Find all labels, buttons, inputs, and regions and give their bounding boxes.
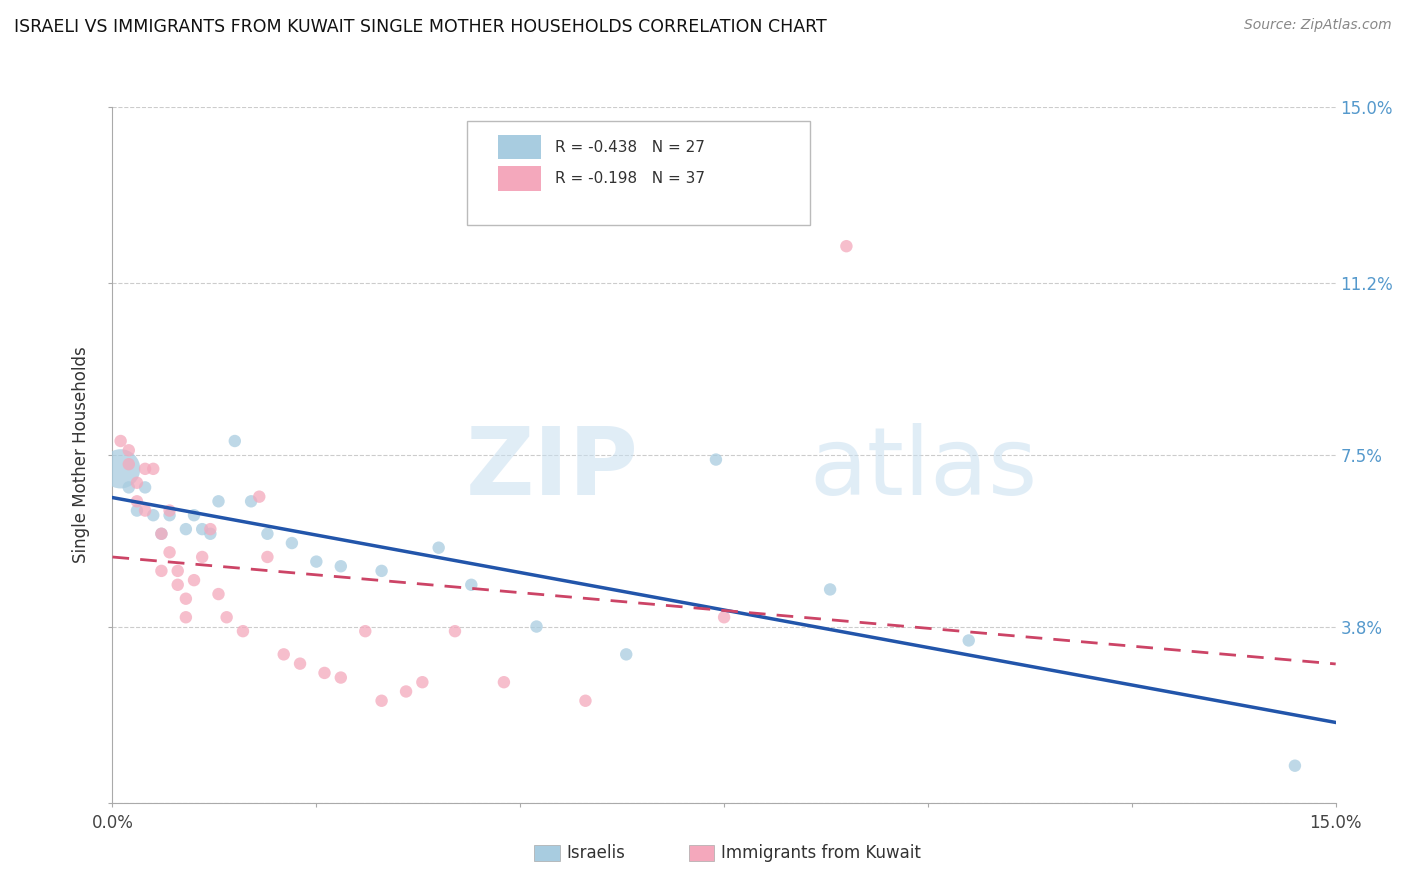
Point — [159, 508, 181, 523]
Text: Israelis: Israelis — [567, 844, 626, 862]
Point — [395, 684, 418, 698]
Point — [1284, 758, 1306, 772]
Point — [174, 591, 197, 606]
Point — [125, 475, 148, 490]
Point — [150, 564, 173, 578]
Point — [191, 549, 214, 564]
Text: R = -0.438   N = 27: R = -0.438 N = 27 — [555, 139, 706, 154]
Bar — [498, 135, 540, 159]
Y-axis label: Single Mother Households: Single Mother Households — [72, 347, 90, 563]
Point — [150, 526, 173, 541]
Point — [329, 671, 352, 685]
Point — [183, 573, 205, 587]
Point — [305, 555, 328, 569]
Point — [370, 564, 392, 578]
FancyBboxPatch shape — [467, 121, 810, 226]
Point — [191, 522, 214, 536]
Point — [713, 610, 735, 624]
Point — [150, 526, 173, 541]
Point — [110, 462, 132, 476]
Point — [142, 462, 165, 476]
Point — [118, 457, 141, 471]
Text: Immigrants from Kuwait: Immigrants from Kuwait — [721, 844, 921, 862]
Point — [118, 480, 141, 494]
Point — [240, 494, 263, 508]
Point — [288, 657, 311, 671]
Point — [118, 443, 141, 458]
Point — [134, 480, 156, 494]
Point — [174, 610, 197, 624]
Point — [957, 633, 980, 648]
Point — [224, 434, 246, 448]
Point — [159, 503, 181, 517]
Point — [411, 675, 433, 690]
Point — [492, 675, 515, 690]
Point — [704, 452, 727, 467]
Point — [200, 522, 222, 536]
Point — [200, 526, 222, 541]
Point — [574, 694, 596, 708]
Point — [125, 494, 148, 508]
Text: ZIP: ZIP — [465, 423, 638, 515]
Point — [427, 541, 450, 555]
Point — [273, 648, 295, 662]
Point — [125, 503, 148, 517]
Point — [159, 545, 181, 559]
Point — [329, 559, 352, 574]
Point — [354, 624, 377, 639]
Point — [460, 578, 482, 592]
Point — [256, 526, 278, 541]
Point — [247, 490, 270, 504]
Point — [314, 665, 336, 680]
Point — [835, 239, 858, 253]
Point — [232, 624, 254, 639]
Point — [281, 536, 304, 550]
Text: atlas: atlas — [810, 423, 1038, 515]
Point — [166, 578, 188, 592]
Point — [614, 648, 637, 662]
Point — [207, 587, 229, 601]
Point — [166, 564, 188, 578]
Point — [183, 508, 205, 523]
Text: R = -0.198   N = 37: R = -0.198 N = 37 — [555, 171, 706, 186]
Text: Source: ZipAtlas.com: Source: ZipAtlas.com — [1244, 18, 1392, 32]
Point — [110, 434, 132, 448]
Point — [134, 503, 156, 517]
Point — [256, 549, 278, 564]
Point — [207, 494, 229, 508]
Point — [818, 582, 841, 597]
Text: ISRAELI VS IMMIGRANTS FROM KUWAIT SINGLE MOTHER HOUSEHOLDS CORRELATION CHART: ISRAELI VS IMMIGRANTS FROM KUWAIT SINGLE… — [14, 18, 827, 36]
Point — [174, 522, 197, 536]
Point — [444, 624, 467, 639]
Point — [370, 694, 392, 708]
Bar — [498, 166, 540, 191]
Point — [526, 619, 548, 633]
Point — [134, 462, 156, 476]
Point — [215, 610, 238, 624]
Point — [142, 508, 165, 523]
